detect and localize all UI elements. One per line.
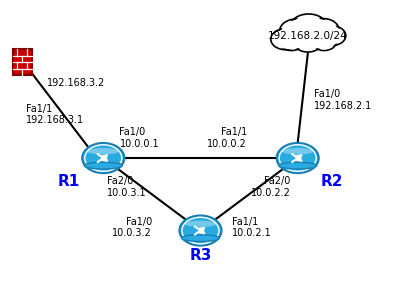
Circle shape bbox=[279, 32, 304, 50]
Circle shape bbox=[277, 143, 319, 173]
Text: Fa1/0
10.0.3.2: Fa1/0 10.0.3.2 bbox=[112, 217, 152, 238]
Ellipse shape bbox=[87, 148, 119, 155]
Text: 192.168.2.0/24: 192.168.2.0/24 bbox=[268, 31, 347, 41]
Circle shape bbox=[281, 34, 303, 49]
Text: 192.168.3.2: 192.168.3.2 bbox=[47, 78, 105, 88]
Text: R3: R3 bbox=[189, 248, 212, 263]
Ellipse shape bbox=[84, 162, 122, 169]
Text: R2: R2 bbox=[321, 174, 343, 189]
Circle shape bbox=[318, 26, 346, 46]
Text: Fa1/0
192.168.2.1: Fa1/0 192.168.2.1 bbox=[314, 89, 372, 111]
Circle shape bbox=[292, 16, 325, 39]
Circle shape bbox=[295, 32, 321, 51]
Text: Fa1/0
10.0.0.1: Fa1/0 10.0.0.1 bbox=[119, 127, 159, 148]
Circle shape bbox=[279, 19, 313, 43]
Circle shape bbox=[293, 31, 322, 52]
Circle shape bbox=[179, 215, 222, 246]
Text: Fa2/0
10.0.2.2: Fa2/0 10.0.2.2 bbox=[251, 176, 291, 198]
Text: Fa1/1
10.0.2.1: Fa1/1 10.0.2.1 bbox=[232, 217, 271, 238]
Text: Fa1/1
192.168.3.1: Fa1/1 192.168.3.1 bbox=[26, 104, 84, 125]
Text: Fa2/0
10.0.3.1: Fa2/0 10.0.3.1 bbox=[107, 176, 146, 198]
Circle shape bbox=[281, 20, 311, 42]
Circle shape bbox=[290, 14, 328, 41]
Ellipse shape bbox=[279, 162, 317, 169]
Circle shape bbox=[320, 27, 344, 44]
Circle shape bbox=[311, 32, 337, 50]
Circle shape bbox=[313, 34, 335, 49]
FancyBboxPatch shape bbox=[13, 49, 32, 75]
Circle shape bbox=[307, 19, 339, 41]
Text: R1: R1 bbox=[58, 174, 80, 189]
Circle shape bbox=[273, 30, 298, 48]
Text: Fa1/1
10.0.0.2: Fa1/1 10.0.0.2 bbox=[207, 127, 247, 148]
Ellipse shape bbox=[185, 221, 216, 227]
Circle shape bbox=[309, 20, 337, 40]
Ellipse shape bbox=[181, 235, 220, 242]
Circle shape bbox=[82, 143, 124, 173]
Ellipse shape bbox=[282, 148, 313, 155]
Circle shape bbox=[271, 29, 300, 50]
